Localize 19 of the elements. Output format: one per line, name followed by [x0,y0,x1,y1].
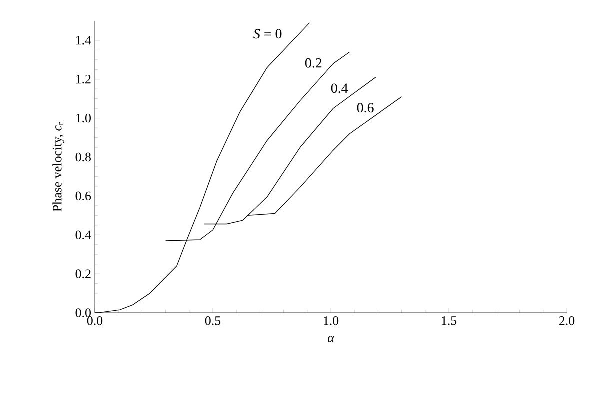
series-label: 0.2 [305,58,322,68]
x-tick-label: 1.0 [324,316,339,326]
y-tick-label: 0.0 [76,308,91,318]
y-tick-label: 1.2 [76,75,91,84]
y-tick-label: 1.4 [76,36,92,45]
series-label: S = 0 [254,29,282,39]
y-tick-label: 1.0 [76,114,91,123]
y-tick-label: 0.6 [76,192,92,201]
y-axis-title: Phase velocity, c$_{r}$ [52,122,64,212]
series-label: 0.4 [331,84,348,94]
x-tick-label: 1.5 [442,316,457,326]
y-tick-label: 0.2 [76,270,91,278]
series-label: 0.6 [357,103,374,113]
x-tick-label: 0.0 [87,316,103,326]
x-tick-label: 0.5 [205,316,221,326]
y-tick-label: 0.8 [76,152,91,162]
y-tick-label: 0.4 [76,230,92,240]
x-tick-label: 2.0 [559,316,575,326]
x-axis-title: α [328,336,335,342]
